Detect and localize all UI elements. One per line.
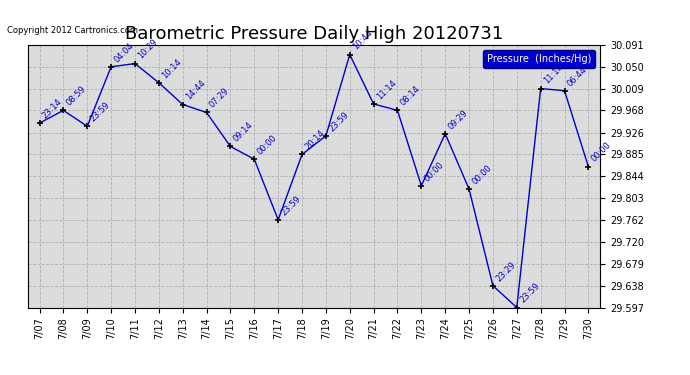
Text: 23:59: 23:59: [88, 100, 112, 123]
Text: 11:14: 11:14: [542, 63, 565, 86]
Text: 09:29: 09:29: [446, 108, 470, 131]
Text: 08:59: 08:59: [65, 84, 88, 108]
Text: 00:00: 00:00: [423, 160, 446, 183]
Text: 23:14: 23:14: [41, 97, 64, 120]
Text: 23:59: 23:59: [279, 194, 303, 217]
Text: 00:00: 00:00: [256, 133, 279, 156]
Text: 08:14: 08:14: [399, 84, 422, 108]
Text: 23:29: 23:29: [494, 260, 518, 283]
Legend: Pressure  (Inches/Hg): Pressure (Inches/Hg): [483, 50, 595, 68]
Text: 00:00: 00:00: [471, 163, 493, 186]
Text: 10:14: 10:14: [160, 57, 184, 80]
Text: 06:44: 06:44: [566, 64, 589, 88]
Text: 07:29: 07:29: [208, 87, 231, 110]
Text: 10:44: 10:44: [351, 28, 374, 52]
Title: Barometric Pressure Daily High 20120731: Barometric Pressure Daily High 20120731: [125, 26, 503, 44]
Text: 10:29: 10:29: [137, 38, 159, 61]
Text: 23:59: 23:59: [327, 110, 351, 133]
Text: Copyright 2012 Cartronics.com: Copyright 2012 Cartronics.com: [7, 26, 138, 35]
Text: 14:44: 14:44: [184, 79, 207, 102]
Text: 00:00: 00:00: [590, 141, 613, 164]
Text: 09:14: 09:14: [232, 120, 255, 144]
Text: 20:14: 20:14: [304, 129, 326, 152]
Text: 11:14: 11:14: [375, 78, 398, 101]
Text: 23:59: 23:59: [518, 282, 542, 305]
Text: 04:04: 04:04: [112, 41, 136, 64]
